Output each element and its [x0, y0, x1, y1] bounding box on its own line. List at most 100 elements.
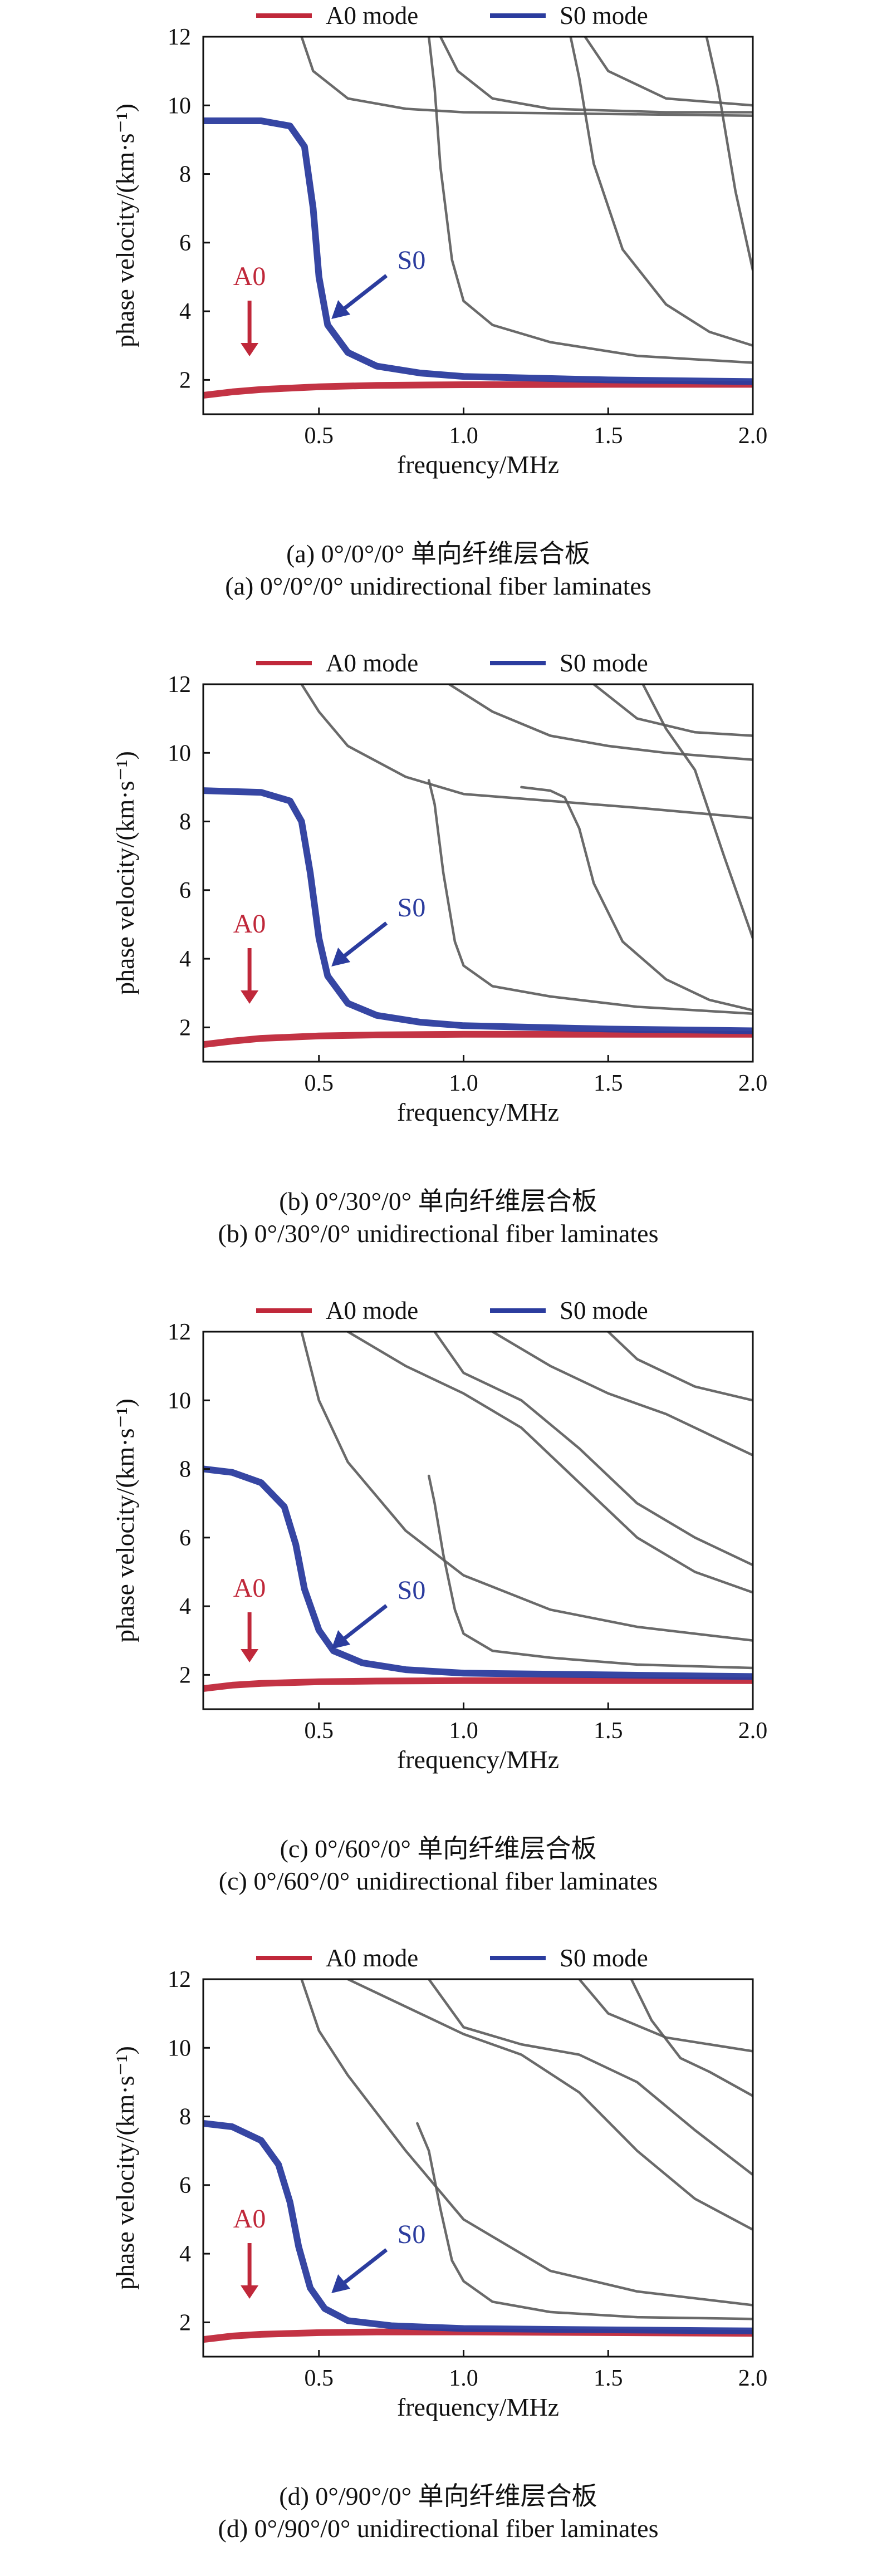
a0-annotation-label: A0 [233, 262, 266, 291]
plot-frame [202, 683, 754, 1063]
mode-curve-2 [300, 37, 753, 117]
x-tick-label: 1.5 [594, 1718, 623, 1744]
s0-arrow-shaft [337, 1604, 388, 1645]
y-axis-label: phase velocity/(km·s⁻¹) [111, 1399, 139, 1642]
x-tick-label: 0.5 [305, 1718, 334, 1744]
x-tick-label: 0.5 [305, 423, 334, 449]
x-tick-label: 1.5 [594, 423, 623, 449]
a0-arrow-head [241, 343, 259, 356]
y-tick-label: 6 [179, 230, 191, 256]
a0-mode-curve [203, 1677, 753, 1692]
y-tick-label: 8 [179, 809, 191, 835]
x-axis-label: frequency/MHz [397, 1098, 559, 1126]
caption-english: (a) 0°/0°/0° unidirectional fiber lamina… [225, 572, 651, 600]
mode-curve-3 [427, 37, 753, 364]
y-tick-label: 2 [179, 1662, 191, 1688]
s0-annotation-label: S0 [398, 893, 426, 923]
y-tick-label: 6 [179, 878, 191, 904]
a0-mode-curve [203, 1031, 753, 1048]
x-axis-label: frequency/MHz [397, 1745, 559, 1774]
s0-mode-curve [203, 1465, 753, 1680]
x-tick-label: 1.0 [449, 1071, 478, 1096]
mode-curve-6 [578, 1979, 753, 2053]
a0-arrow-head [241, 990, 259, 1004]
s0-annotation-label: S0 [398, 2220, 426, 2249]
a0-annotation-label: A0 [233, 2204, 266, 2234]
y-tick-label: 8 [179, 1457, 191, 1483]
a0-arrow-head [241, 1649, 259, 1662]
plot-frame [202, 36, 754, 415]
y-tick-label: 6 [179, 2173, 191, 2199]
y-tick-label: 2 [179, 2310, 191, 2335]
s0-arrow-shaft [337, 921, 388, 963]
a0-annotation-label: A0 [233, 1573, 266, 1603]
s0-mode-curve [203, 787, 753, 1034]
s0-annotation-label: S0 [398, 1576, 426, 1605]
x-tick-label: 2.0 [738, 2366, 768, 2391]
a0-annotation-label: A0 [233, 909, 266, 939]
mode-curve-3 [427, 1474, 753, 1670]
mode-curve-5 [569, 37, 753, 347]
mode-curve-2 [300, 1979, 753, 2307]
mode-curve-7 [641, 684, 753, 940]
caption-chinese: (a) 0°/0°/0° 单向纤维层合板 [286, 539, 590, 568]
y-tick-label: 10 [168, 1388, 191, 1414]
s0-arrow-shaft [337, 274, 388, 315]
y-tick-label: 4 [179, 946, 191, 972]
curves-group [203, 1979, 753, 2343]
mode-curve-3 [416, 2122, 753, 2320]
y-tick-label: 8 [179, 162, 191, 188]
mode-curve-7 [607, 1332, 753, 1402]
x-tick-label: 2.0 [738, 1718, 768, 1744]
caption-english: (d) 0°/90°/0° unidirectional fiber lamin… [218, 2514, 659, 2543]
plot-frame [202, 1978, 754, 2358]
y-tick-label: 12 [168, 1967, 191, 1993]
x-axis-label: frequency/MHz [397, 2393, 559, 2421]
s0-annotation-label: S0 [398, 246, 426, 275]
mode-curve-6 [491, 1332, 753, 1457]
y-tick-label: 10 [168, 740, 191, 766]
legend-label-s0: S0 mode [560, 1297, 648, 1324]
chart-panel-1: A0 mode S0 mode 2 4 6 8 10 12 0.5 1.0 1.5 2.0 freque… [111, 2, 767, 600]
s0-arrow-head [331, 1630, 351, 1649]
y-tick-label: 8 [179, 2104, 191, 2130]
y-tick-label: 12 [168, 24, 191, 50]
x-tick-label: 2.0 [738, 423, 768, 449]
y-tick-label: 4 [179, 2241, 191, 2267]
legend-label-a0: A0 mode [326, 2, 418, 30]
caption-chinese: (b) 0°/30°/0° 单向纤维层合板 [279, 1187, 597, 1215]
s0-arrow-shaft [337, 2248, 388, 2289]
y-tick-label: 6 [179, 1525, 191, 1551]
mode-curve-4 [448, 684, 753, 761]
legend-label-s0: S0 mode [560, 649, 648, 677]
y-tick-label: 12 [168, 1319, 191, 1345]
mode-curve-2 [300, 684, 753, 820]
a0-arrow-head [241, 2285, 259, 2299]
y-tick-label: 10 [168, 93, 191, 119]
a0-mode-curve [203, 381, 753, 399]
mode-curve-6 [584, 37, 753, 107]
y-tick-label: 12 [168, 672, 191, 698]
mode-curve-2 [300, 1332, 753, 1642]
y-tick-label: 4 [179, 1594, 191, 1620]
y-axis-label: phase velocity/(km·s⁻¹) [111, 2046, 139, 2290]
mode-curve-6 [592, 684, 753, 737]
caption-chinese: (c) 0°/60°/0° 单向纤维层合板 [280, 1834, 597, 1863]
s0-mode-curve [203, 117, 753, 385]
legend-label-a0: A0 mode [326, 1297, 418, 1324]
curves-group [203, 684, 753, 1048]
y-tick-label: 10 [168, 2035, 191, 2061]
legend-label-a0: A0 mode [326, 1944, 418, 1972]
mode-curve-4 [346, 1979, 753, 2231]
x-tick-label: 1.0 [449, 2366, 478, 2391]
x-tick-label: 1.5 [594, 2366, 623, 2391]
legend-label-a0: A0 mode [326, 649, 418, 677]
mode-curve-3 [427, 779, 753, 1015]
x-tick-label: 1.0 [449, 1718, 478, 1744]
y-axis-label: phase velocity/(km·s⁻¹) [111, 104, 139, 347]
x-tick-label: 2.0 [738, 1071, 768, 1096]
legend-label-s0: S0 mode [560, 2, 648, 30]
chart-panel-2: A0 mode S0 mode 2 4 6 8 10 12 0.5 1.0 1.5 2.0 freque… [111, 649, 767, 1248]
x-tick-label: 1.5 [594, 1071, 623, 1096]
